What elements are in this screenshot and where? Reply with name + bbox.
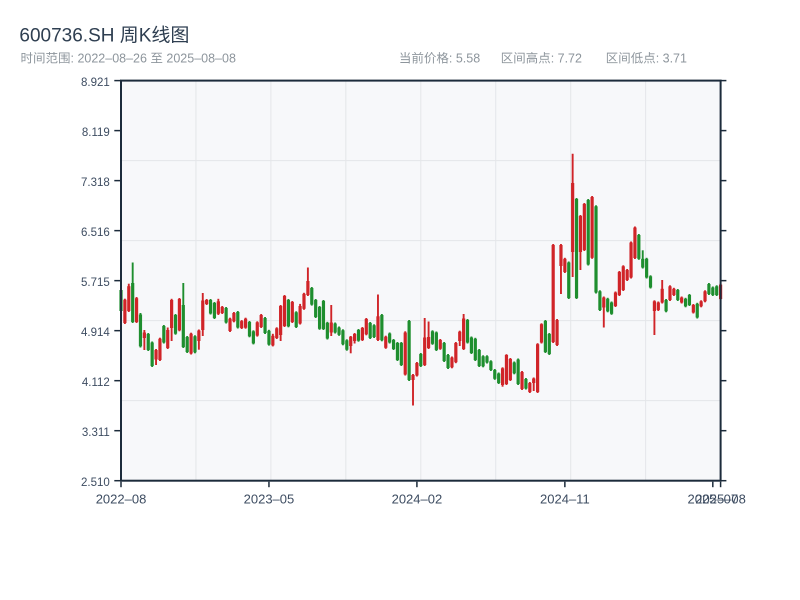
svg-text:2024–11: 2024–11 xyxy=(540,491,590,506)
svg-text:6.516: 6.516 xyxy=(81,227,110,239)
svg-text:3.311: 3.311 xyxy=(82,427,110,439)
svg-text:: 7.72: : 7.72 xyxy=(551,52,582,66)
svg-text:2022–08: 2022–08 xyxy=(96,491,147,506)
svg-text:2025–07: 2025–07 xyxy=(687,491,738,506)
svg-text:2025–08–08: 2025–08–08 xyxy=(166,52,236,66)
svg-text:: 3.71: : 3.71 xyxy=(656,52,687,66)
svg-text:: 5.58: : 5.58 xyxy=(449,52,480,66)
svg-text:4.914: 4.914 xyxy=(81,327,110,339)
svg-text:600736.SH: 600736.SH xyxy=(19,26,114,47)
svg-text:8.921: 8.921 xyxy=(81,77,110,89)
svg-text:2.510: 2.510 xyxy=(81,477,110,489)
svg-text:2023–05: 2023–05 xyxy=(244,491,295,506)
svg-text:7.318: 7.318 xyxy=(81,177,110,189)
svg-text:K: K xyxy=(139,26,152,47)
svg-text:2024–02: 2024–02 xyxy=(392,491,443,506)
svg-text:5.715: 5.715 xyxy=(81,277,110,289)
svg-text:8.119: 8.119 xyxy=(82,127,110,139)
svg-text:4.112: 4.112 xyxy=(82,377,110,389)
svg-text:: 2022–08–26: : 2022–08–26 xyxy=(71,52,148,66)
svg-text:2025–08: 2025–08 xyxy=(695,491,746,506)
